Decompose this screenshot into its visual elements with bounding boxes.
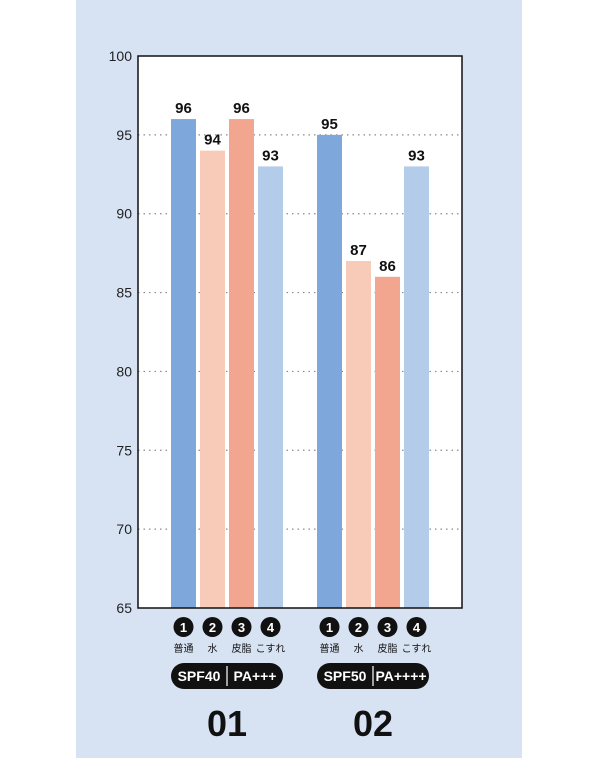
y-tick-label: 65: [116, 600, 132, 616]
category-number: 1: [180, 620, 187, 635]
y-tick-label: 70: [116, 521, 132, 537]
y-tick-label: 80: [116, 363, 132, 379]
category-label: 水: [354, 643, 364, 655]
bar: [346, 261, 371, 608]
bar-value-label: 94: [204, 132, 221, 149]
bar: [229, 119, 254, 608]
spf-label: SPF40: [178, 668, 221, 684]
y-tick-label: 90: [116, 206, 132, 222]
bar: [404, 166, 429, 608]
category-number: 3: [238, 620, 245, 635]
category-label: 皮脂: [378, 642, 398, 655]
category-number: 2: [355, 620, 362, 635]
y-tick-label: 75: [116, 442, 132, 458]
bar: [375, 276, 400, 608]
category-number-badge: [377, 617, 398, 637]
bar-value-label: 87: [350, 242, 367, 259]
category-number-badge: [319, 617, 340, 637]
y-tick-label: 85: [116, 285, 132, 301]
bar: [200, 150, 225, 608]
bar-value-label: 96: [233, 100, 250, 117]
category-label: 普通: [320, 642, 340, 655]
category-label: こすれ: [402, 643, 432, 655]
category-number-badge: [348, 617, 369, 637]
category-number: 1: [326, 620, 333, 635]
bar: [171, 119, 196, 608]
bar-value-label: 96: [175, 100, 192, 117]
plot-frame: [137, 55, 463, 609]
category-number: 4: [267, 620, 275, 635]
category-label: こすれ: [256, 643, 286, 655]
group-label: 01: [207, 703, 247, 744]
category-label: 皮脂: [232, 642, 252, 655]
bar-value-label: 95: [321, 116, 338, 133]
category-label: 水: [208, 643, 218, 655]
category-number-badge: [202, 617, 223, 637]
y-tick-label: 95: [116, 127, 132, 143]
bar-value-label: 93: [262, 147, 279, 164]
category-number-badge: [231, 617, 252, 637]
group-label: 02: [353, 703, 393, 744]
spf-label: SPF50: [324, 668, 367, 684]
category-number: 2: [209, 620, 216, 635]
category-number: 3: [384, 620, 391, 635]
y-tick-label: 100: [109, 48, 133, 64]
bar-value-label: 86: [379, 258, 396, 275]
category-number-badge: [260, 617, 281, 637]
bar-value-label: 93: [408, 147, 425, 164]
category-label: 普通: [174, 642, 194, 655]
pa-label: PA++++: [375, 668, 426, 684]
bar: [258, 166, 283, 608]
pa-label: PA+++: [234, 668, 277, 684]
category-number-badge: [173, 617, 194, 637]
bar: [317, 134, 342, 608]
category-number-badge: [406, 617, 427, 637]
category-number: 4: [413, 620, 421, 635]
